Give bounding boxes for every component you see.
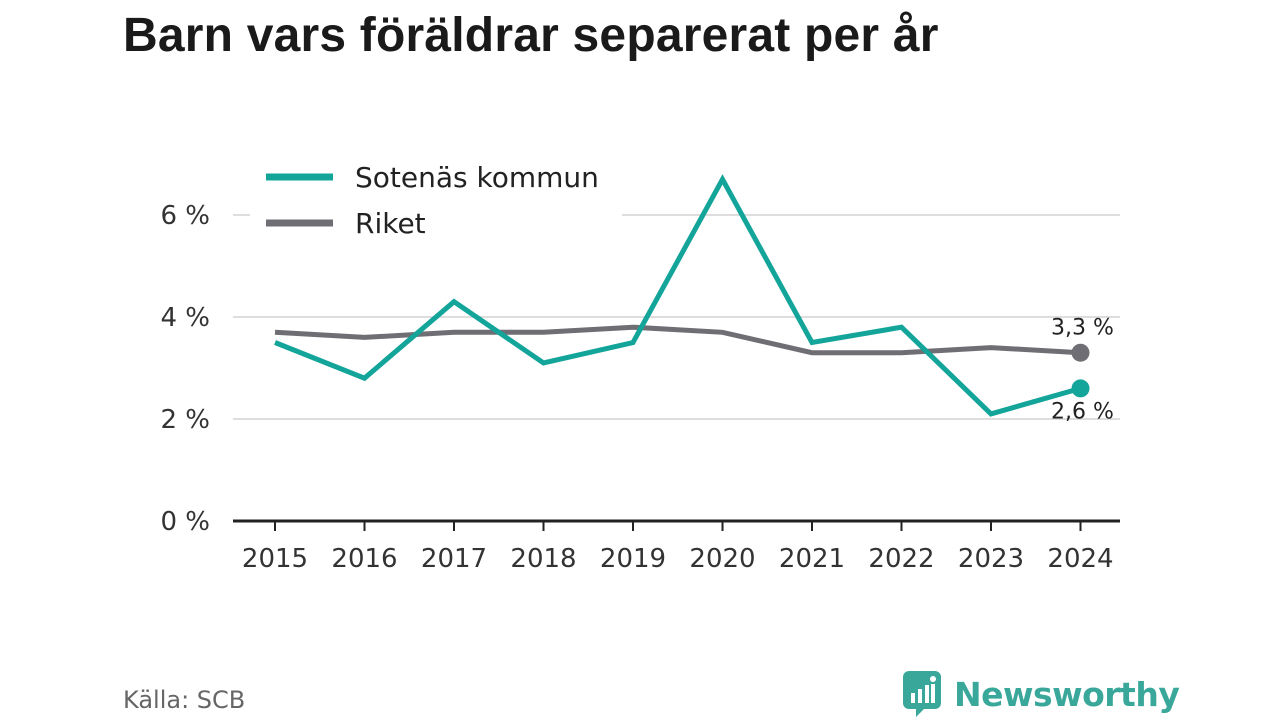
x-tick-label: 2019 <box>600 544 666 574</box>
y-tick-label: 0 % <box>160 507 210 537</box>
x-tick-label: 2021 <box>779 544 845 574</box>
series-end-marker <box>1071 379 1090 398</box>
legend-label: Sotenäs kommun <box>355 161 599 194</box>
brand-name: Newsworthy <box>954 674 1180 714</box>
end-labels: 3,3 % 2,6 % <box>1051 316 1114 425</box>
y-tick-label: 4 % <box>160 303 210 333</box>
x-tick-label: 2022 <box>868 544 934 574</box>
x-tick-label: 2020 <box>689 544 755 574</box>
legend: Sotenäs kommun Riket <box>250 150 622 246</box>
legend-label: Riket <box>355 207 426 240</box>
data-label-sotenas: 2,6 % <box>1051 399 1114 424</box>
brand-logo: Newsworthy <box>902 670 1180 718</box>
x-tick-label: 2015 <box>242 544 308 574</box>
chart-title: Barn vars föräldrar separerat per år <box>123 9 939 62</box>
data-label-riket: 3,3 % <box>1051 316 1114 341</box>
series-line-sotenas <box>274 174 1082 417</box>
y-tick-label: 2 % <box>160 405 210 435</box>
x-tick-label: 2018 <box>510 544 576 574</box>
legend-background <box>250 150 622 246</box>
x-tick-label: 2016 <box>331 544 397 574</box>
y-tick-label: 6 % <box>160 201 210 231</box>
y-axis-ticks: 0 % 2 % 4 % 6 % <box>160 201 210 537</box>
series-line-riket <box>274 324 1081 356</box>
source-note: Källa: SCB <box>123 686 246 714</box>
x-tick-label: 2024 <box>1047 544 1113 574</box>
x-axis: 2015 2016 2017 2018 2019 2020 2021 2022 2023 2024 <box>233 519 1120 574</box>
x-tick-label: 2017 <box>421 544 487 574</box>
newsworthy-logo-icon <box>903 671 941 717</box>
series-end-marker <box>1071 343 1090 362</box>
x-tick-label: 2023 <box>958 544 1024 574</box>
series-lines <box>274 174 1090 417</box>
